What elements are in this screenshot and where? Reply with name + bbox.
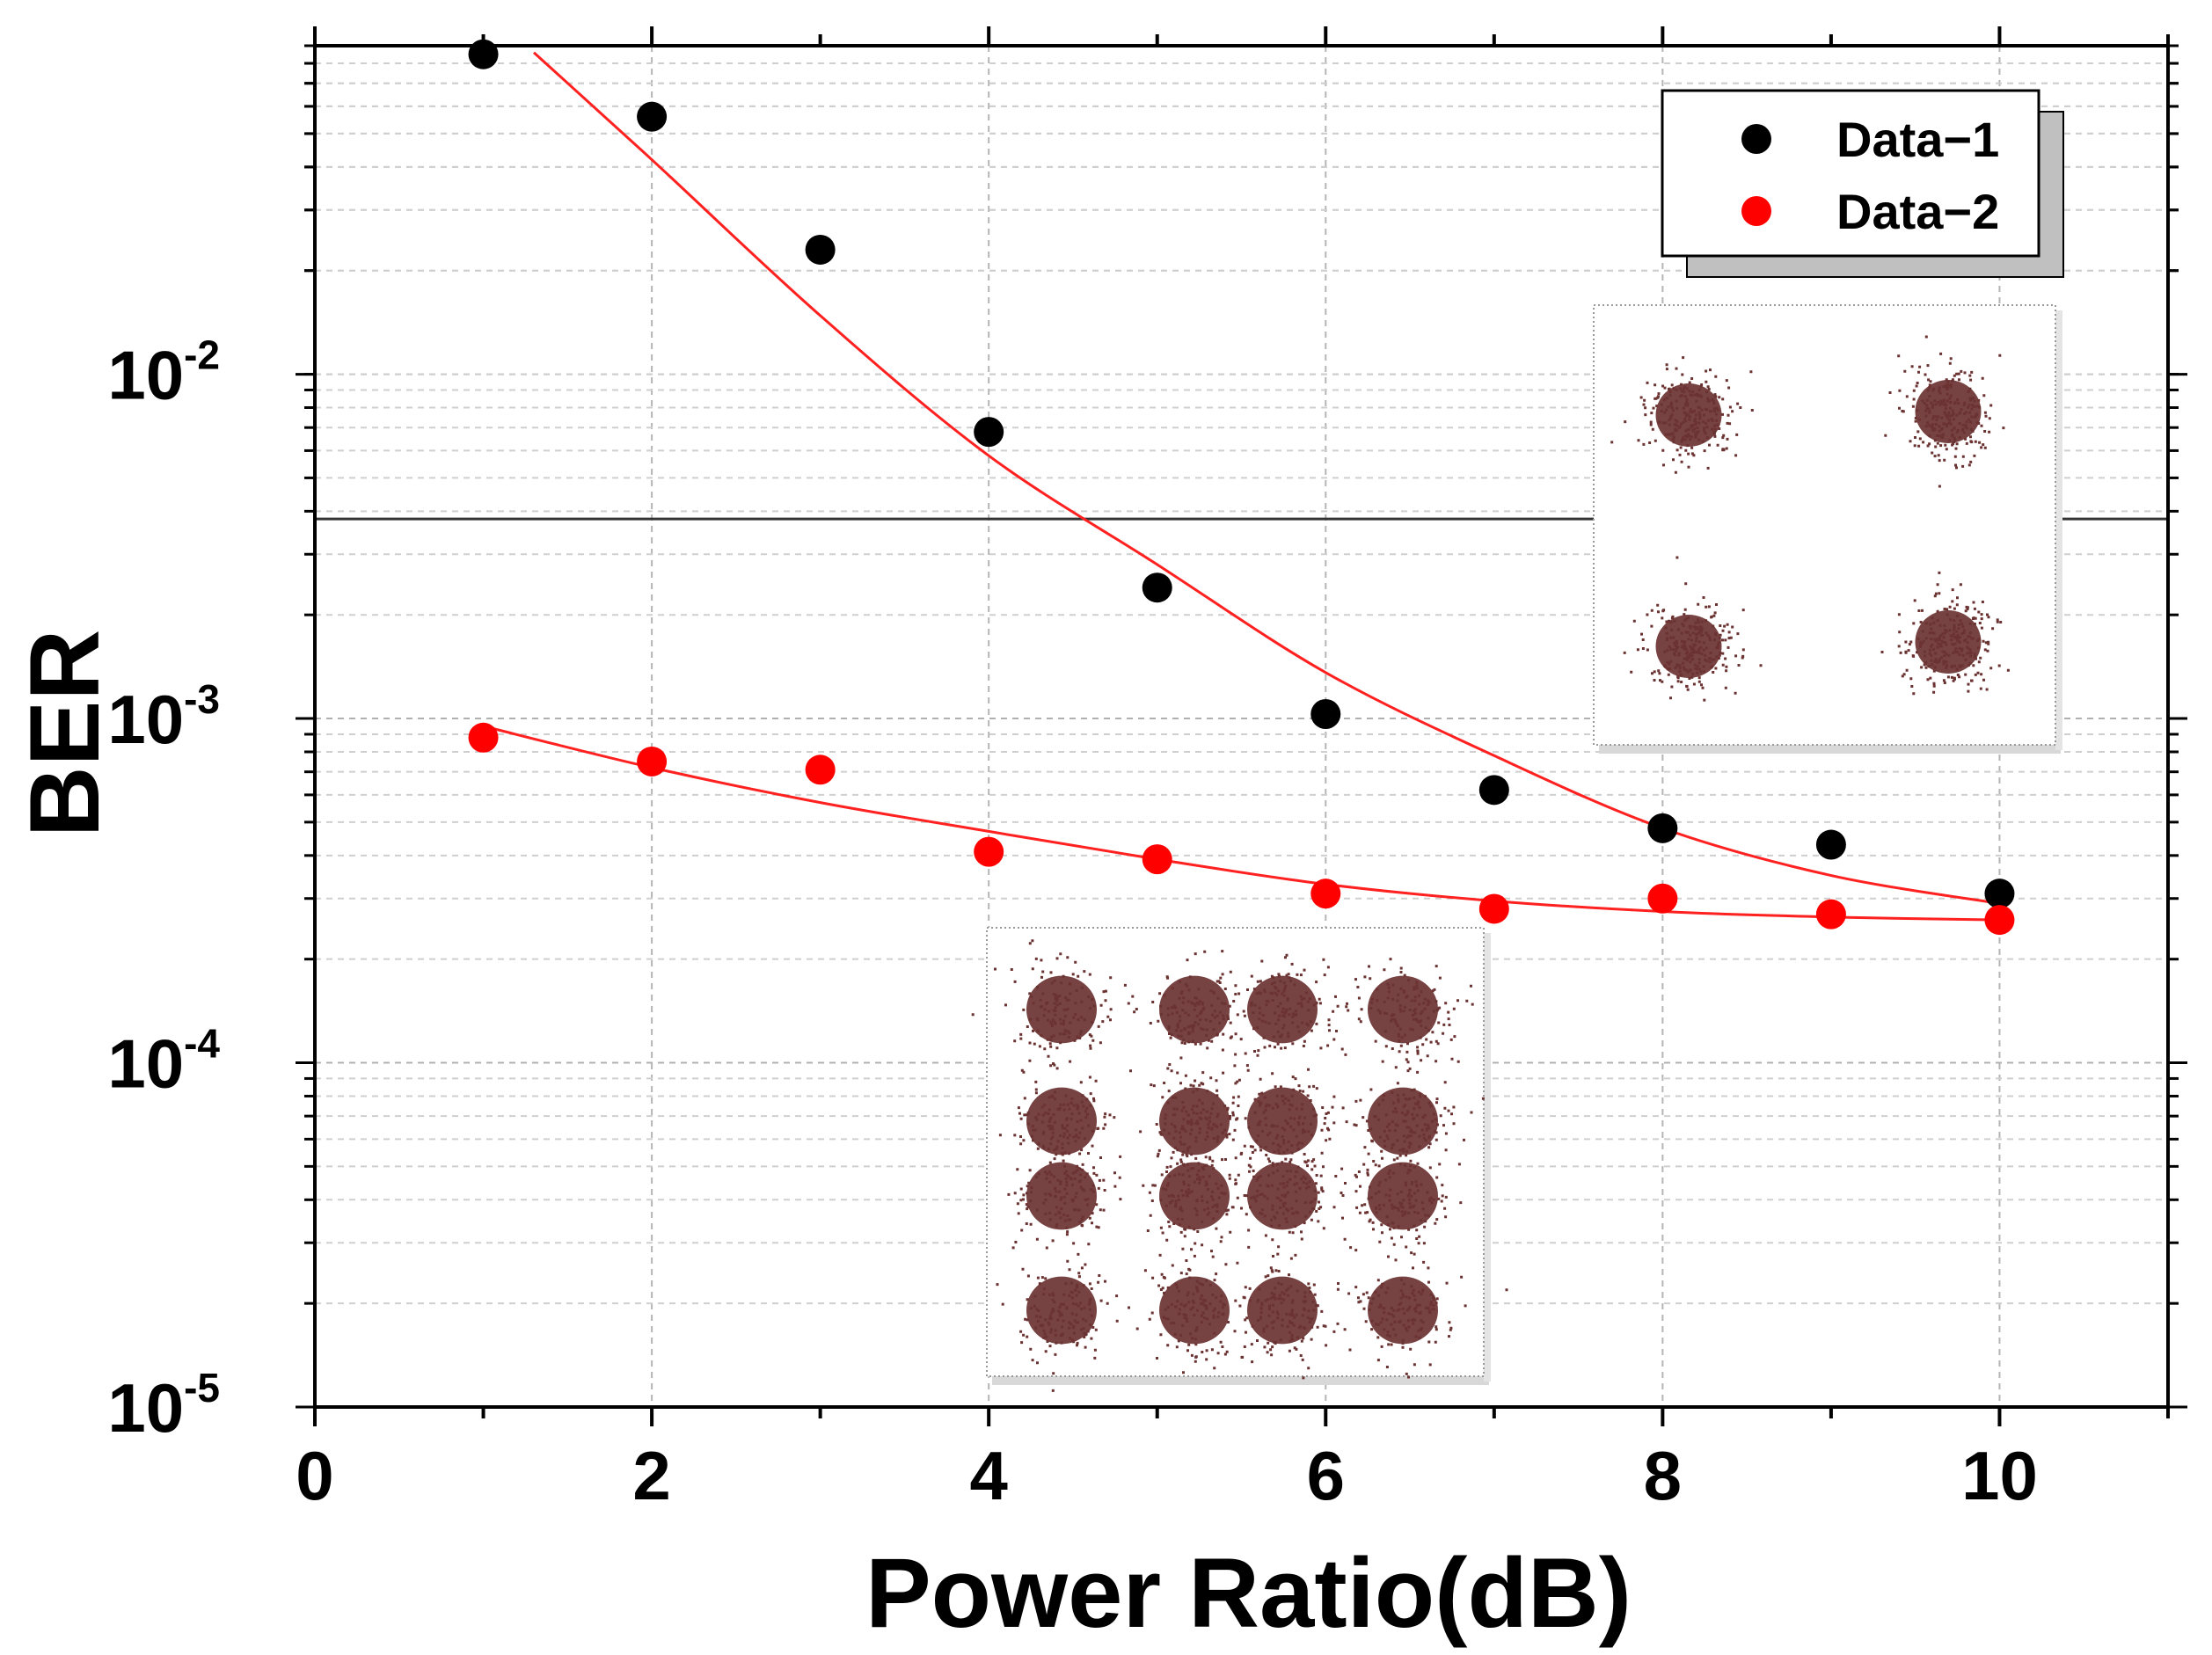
cluster-points xyxy=(1336,1243,1508,1379)
data-point-series-1 xyxy=(1478,775,1509,806)
x-tick-label: 0 xyxy=(296,1437,333,1514)
legend-marker-series-2 xyxy=(1741,196,1771,226)
cluster-points xyxy=(1007,1142,1122,1285)
data-point-series-1 xyxy=(805,234,836,265)
inset-shadow xyxy=(992,1376,1489,1385)
cluster-points xyxy=(971,939,1130,1070)
cluster-points xyxy=(1216,1049,1348,1190)
cluster-core xyxy=(1915,610,1982,674)
constellation-cluster xyxy=(1216,1049,1348,1190)
data-point-series-1 xyxy=(1984,879,2015,909)
tick-labels: 0 2 4 6 8 10 10-2 10-3 10-4 10-5 xyxy=(107,332,2038,1514)
data-point-series-2 xyxy=(974,836,1004,867)
constellation-cluster xyxy=(1353,1050,1485,1209)
cluster-core xyxy=(1159,1087,1230,1156)
data-point-series-1 xyxy=(637,101,668,132)
data-point-series-1 xyxy=(974,417,1004,448)
inset-border xyxy=(1593,304,2056,746)
cluster-points xyxy=(1323,958,1474,1063)
constellation-cluster xyxy=(1880,571,2010,696)
constellation-cluster xyxy=(1224,1237,1351,1380)
data-point-series-1 xyxy=(1815,829,1846,860)
data-point-series-2 xyxy=(1647,883,1678,914)
legend-label-series-1: Data−1 xyxy=(1836,112,1999,167)
y-tick-label: 10-5 xyxy=(107,1365,220,1447)
cluster-points xyxy=(1880,571,2010,696)
inset-shadow xyxy=(1599,745,2061,754)
cluster-core xyxy=(1026,1162,1097,1230)
cluster-core xyxy=(1368,1162,1438,1230)
data-point-series-2 xyxy=(468,722,499,753)
constellation-insets xyxy=(971,304,2062,1392)
y-tick-label: 10-2 xyxy=(107,332,220,414)
inset-border xyxy=(986,927,1485,1377)
constellation-cluster xyxy=(1323,958,1474,1063)
cluster-core xyxy=(1247,1276,1318,1345)
y-tick-label: 10-4 xyxy=(107,1021,220,1103)
constellation-cluster xyxy=(1334,1131,1463,1264)
constellation-cluster xyxy=(971,939,1130,1070)
x-tick-label: 6 xyxy=(1307,1437,1345,1514)
legend-box xyxy=(1661,89,2040,258)
cluster-points xyxy=(998,1060,1132,1175)
legend-label-series-2: Data−2 xyxy=(1836,184,1999,239)
x-tick-label: 2 xyxy=(632,1437,670,1514)
cluster-points xyxy=(1334,1131,1463,1264)
legend: Data−1 Data−2 xyxy=(1661,89,2064,278)
data-point-series-2 xyxy=(1142,844,1172,875)
y-axis-title: BER xyxy=(10,630,120,837)
data-point-series-2 xyxy=(1984,905,2015,936)
x-axis-title: Power Ratio(dB) xyxy=(865,1538,1632,1648)
constellation-cluster xyxy=(1212,1121,1347,1258)
cluster-points xyxy=(1212,1121,1347,1258)
qpsk-constellation xyxy=(1593,304,2062,754)
cluster-points xyxy=(1610,356,1754,474)
fit-curves xyxy=(483,51,2000,922)
constellation-cluster xyxy=(998,1060,1132,1175)
cluster-core xyxy=(1159,1162,1230,1230)
constellation-cluster xyxy=(996,1259,1119,1392)
data-point-series-2 xyxy=(637,746,668,776)
legend-marker-series-1 xyxy=(1741,124,1771,154)
inset-shadow xyxy=(1484,933,1491,1382)
plot-frame xyxy=(313,44,2170,1409)
data-point-series-2 xyxy=(1815,899,1846,930)
data-point-series-1 xyxy=(1310,699,1341,730)
constellation-cluster xyxy=(1623,556,1763,702)
constellation-cluster xyxy=(1113,1056,1263,1184)
data-point-series-2 xyxy=(805,755,836,785)
constellation-cluster xyxy=(1128,1253,1274,1374)
constellation-cluster xyxy=(1610,356,1754,474)
constellation-cluster xyxy=(1884,335,2005,488)
inset-background xyxy=(1594,305,2055,745)
data-point-series-2 xyxy=(1478,893,1509,924)
constellation-cluster xyxy=(1336,1243,1508,1379)
constellation-cluster xyxy=(1142,1122,1259,1253)
axis-ticks xyxy=(296,26,2187,1426)
16qam-constellation xyxy=(971,927,1508,1392)
x-tick-label: 4 xyxy=(969,1437,1007,1514)
cluster-core xyxy=(1159,1276,1230,1345)
x-tick-label: 8 xyxy=(1644,1437,1682,1514)
cluster-points xyxy=(1884,335,2005,488)
data-point-series-1 xyxy=(1647,813,1678,843)
inset-shadow xyxy=(2055,310,2062,750)
x-tick-label: 10 xyxy=(1961,1437,2038,1514)
data-points xyxy=(468,39,2015,936)
data-point-series-1 xyxy=(1142,572,1172,603)
constellation-cluster xyxy=(1131,950,1268,1083)
data-point-series-2 xyxy=(1310,879,1341,909)
constellation-cluster xyxy=(1007,1142,1122,1285)
y-tick-label: 10-3 xyxy=(107,676,220,758)
cluster-core xyxy=(1247,1087,1318,1156)
cluster-core xyxy=(1368,1276,1438,1345)
constellation-cluster xyxy=(1210,953,1340,1075)
fit-curve-series-2 xyxy=(483,725,2000,922)
fit-curve-series-1 xyxy=(533,51,2000,905)
cluster-points xyxy=(1210,953,1340,1075)
